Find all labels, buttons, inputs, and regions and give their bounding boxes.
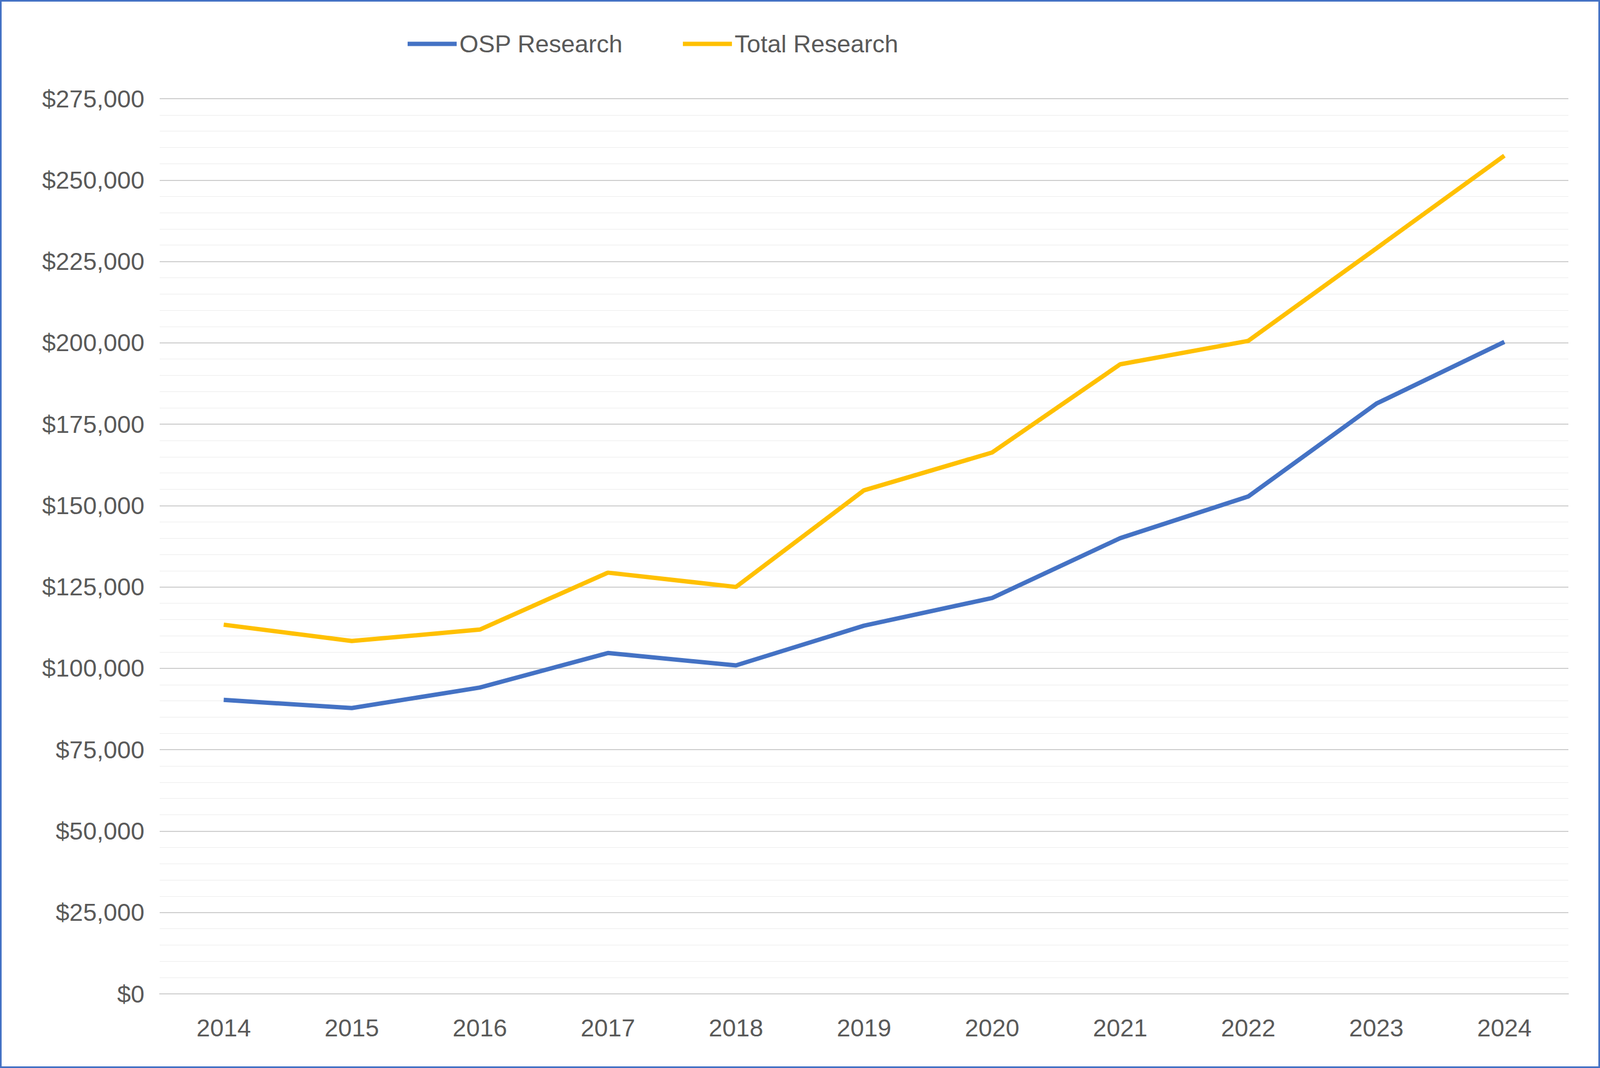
svg-text:$150,000: $150,000 (41, 491, 145, 520)
svg-text:2017: 2017 (580, 1013, 635, 1042)
svg-text:2018: 2018 (708, 1013, 763, 1042)
svg-text:2023: 2023 (1348, 1013, 1404, 1042)
svg-text:$125,000: $125,000 (41, 572, 145, 601)
svg-text:Total Research: Total Research (734, 29, 899, 58)
svg-text:2021: 2021 (1092, 1013, 1148, 1042)
svg-text:$50,000: $50,000 (55, 816, 145, 845)
svg-text:$75,000: $75,000 (55, 735, 145, 764)
svg-text:$0: $0 (117, 979, 145, 1008)
svg-text:$100,000: $100,000 (41, 653, 145, 682)
svg-text:2024: 2024 (1476, 1013, 1532, 1042)
svg-text:2022: 2022 (1220, 1013, 1276, 1042)
svg-text:$275,000: $275,000 (41, 85, 145, 113)
svg-text:$25,000: $25,000 (55, 898, 145, 926)
svg-text:2015: 2015 (324, 1013, 379, 1042)
svg-text:$250,000: $250,000 (41, 166, 145, 195)
svg-text:2016: 2016 (452, 1013, 507, 1042)
svg-text:OSP Research: OSP Research (459, 29, 623, 58)
svg-text:2019: 2019 (836, 1013, 892, 1042)
svg-text:$175,000: $175,000 (41, 410, 145, 439)
svg-text:$200,000: $200,000 (41, 328, 145, 357)
svg-text:2020: 2020 (964, 1013, 1020, 1042)
svg-text:2014: 2014 (196, 1013, 251, 1042)
svg-text:$225,000: $225,000 (41, 247, 145, 276)
